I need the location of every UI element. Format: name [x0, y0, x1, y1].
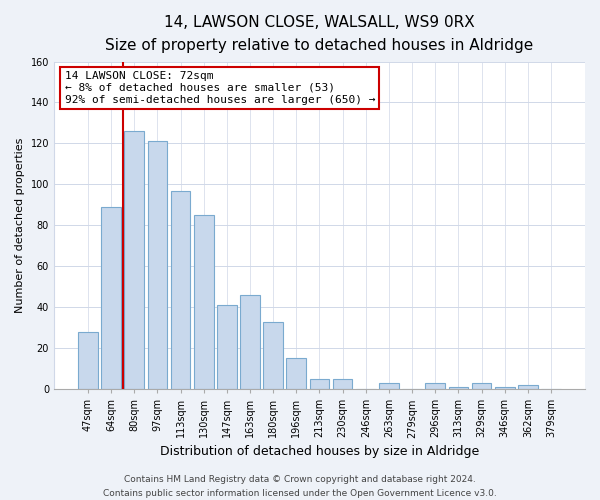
- Bar: [425, 383, 445, 389]
- X-axis label: Distribution of detached houses by size in Aldridge: Distribution of detached houses by size …: [160, 444, 479, 458]
- Bar: [240, 295, 260, 389]
- Bar: [286, 358, 306, 389]
- Bar: [472, 383, 491, 389]
- Bar: [124, 131, 144, 389]
- Bar: [333, 379, 352, 389]
- Bar: [310, 379, 329, 389]
- Bar: [170, 190, 190, 389]
- Bar: [194, 215, 214, 389]
- Bar: [78, 332, 98, 389]
- Bar: [379, 383, 399, 389]
- Y-axis label: Number of detached properties: Number of detached properties: [15, 138, 25, 313]
- Title: 14, LAWSON CLOSE, WALSALL, WS9 0RX
Size of property relative to detached houses : 14, LAWSON CLOSE, WALSALL, WS9 0RX Size …: [106, 15, 533, 54]
- Bar: [495, 387, 515, 389]
- Text: 14 LAWSON CLOSE: 72sqm
← 8% of detached houses are smaller (53)
92% of semi-deta: 14 LAWSON CLOSE: 72sqm ← 8% of detached …: [65, 72, 375, 104]
- Bar: [518, 385, 538, 389]
- Bar: [148, 142, 167, 389]
- Bar: [101, 207, 121, 389]
- Bar: [217, 305, 236, 389]
- Text: Contains HM Land Registry data © Crown copyright and database right 2024.
Contai: Contains HM Land Registry data © Crown c…: [103, 476, 497, 498]
- Bar: [449, 387, 468, 389]
- Bar: [263, 322, 283, 389]
